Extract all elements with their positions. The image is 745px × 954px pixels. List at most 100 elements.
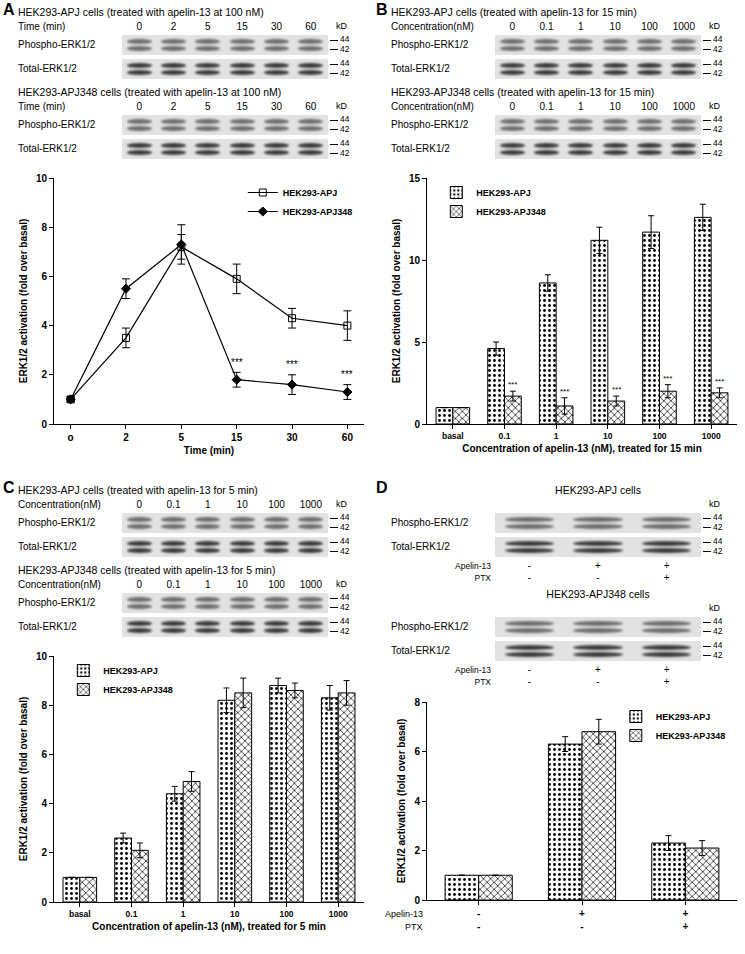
svg-text:100: 100 [279,909,293,919]
svg-text:***: *** [231,357,243,368]
svg-text:6: 6 [41,749,47,760]
html-text:Concentration(nM): Concentration(nM) [391,21,474,32]
html-text:60: 60 [305,21,317,32]
svg-text:15: 15 [409,173,421,184]
svg-text:10: 10 [603,431,613,441]
svg-text:HEK293-APJ348: HEK293-APJ348 [656,731,726,741]
html-text:Total-ERK1/2: Total-ERK1/2 [18,63,77,74]
svg-text:10: 10 [36,651,48,662]
svg-text:2: 2 [41,369,47,380]
html-text:0.1: 0.1 [539,21,554,32]
svg-text:2: 2 [414,845,420,856]
html-text:Phospho-ERK1/2: Phospho-ERK1/2 [391,39,469,50]
svg-text:PTX: PTX [405,922,423,932]
svg-text:0: 0 [41,897,47,908]
svg-text:4: 4 [41,798,47,809]
svg-text:HEK293-APJ: HEK293-APJ [656,712,711,722]
svg-text:***: *** [663,374,672,383]
svg-text:4: 4 [414,796,420,807]
html-text:30: 30 [270,21,283,32]
svg-text:0.1: 0.1 [126,909,138,919]
svg-text:1000: 1000 [329,909,348,919]
html-text:100: 100 [641,21,658,32]
html-text:HEK293-APJ348 cells: HEK293-APJ348 cells [546,588,650,600]
svg-text:10: 10 [409,255,421,266]
html-text:10: 10 [609,101,621,112]
svg-text:8: 8 [41,222,47,233]
html-text:Concentration(nM): Concentration(nM) [391,101,474,112]
html-text:HEK293-APJ348 cells (treated w: HEK293-APJ348 cells (treated with apelin… [18,86,282,98]
html-text:HEK293-APJ348 cells (treated w: HEK293-APJ348 cells (treated with apelin… [18,564,276,576]
svg-text:0: 0 [414,895,420,906]
html-text:B HEK293-APJ cells (treated wi: B HEK293-APJ cells (treated with apelin-… [376,1,637,18]
svg-text:1: 1 [554,431,559,441]
svg-text:+-: +- [579,908,585,932]
svg-text:0: 0 [414,419,420,430]
html-text:Total-ERK1/2: Total-ERK1/2 [18,143,77,154]
html-text:A HEK293-APJ cells (treated wi: A HEK293-APJ cells (treated with apelin-… [3,1,264,18]
svg-text:ERK1/2 activation (fold over b: ERK1/2 activation (fold over basal) [18,219,29,384]
html-text:10: 10 [609,21,621,32]
svg-text:basal: basal [442,431,464,441]
svg-text:6: 6 [414,746,420,757]
html-text:60: 60 [305,101,317,112]
svg-text:HEK293-APJ348: HEK293-APJ348 [103,685,173,695]
svg-text:***: *** [715,377,724,386]
svg-text:***: *** [612,385,621,394]
html-text:HEK293-APJ348 cells (treated w: HEK293-APJ348 cells (treated with apelin… [391,86,655,98]
html-text:HEK293-APJ cells: HEK293-APJ cells [555,484,641,496]
svg-text:***: *** [560,387,569,396]
html-text:D: D [376,479,388,496]
svg-text:8: 8 [41,700,47,711]
svg-text:Apelin-13: Apelin-13 [385,909,423,919]
html-text:15: 15 [236,101,248,112]
svg-text:1: 1 [181,909,186,919]
svg-text:8: 8 [414,697,420,708]
svg-text:2: 2 [123,432,129,443]
svg-text:5: 5 [179,432,185,443]
html-text:C HEK293-APJ cells (treated wi: C HEK293-APJ cells (treated with apelin-… [3,479,258,496]
svg-text:HEK293-APJ348: HEK293-APJ348 [283,207,353,217]
svg-text:HEK293-APJ348: HEK293-APJ348 [476,207,546,217]
svg-text:ERK1/2 activation (fold over b: ERK1/2 activation (fold over basal) [391,219,402,384]
svg-text:ERK1/2 activation (fold over b: ERK1/2 activation (fold over basal) [18,697,29,862]
svg-text:HEK293-APJ: HEK293-APJ [283,188,338,198]
svg-text:Concentration of apelin-13 (nM: Concentration of apelin-13 (nM), treated… [462,443,701,454]
svg-text:2: 2 [41,847,47,858]
html-text:15: 15 [236,21,248,32]
html-text:30: 30 [270,101,283,112]
svg-text:0.1: 0.1 [499,431,511,441]
svg-text:***: *** [286,359,298,370]
svg-text:10: 10 [230,909,240,919]
svg-text:15: 15 [231,432,243,443]
svg-text:HEK293-APJ: HEK293-APJ [103,666,158,676]
svg-text:4: 4 [41,320,47,331]
svg-text:60: 60 [342,432,354,443]
html-text:1000: 1000 [672,21,695,32]
svg-text:++: ++ [682,908,688,932]
html-text:Time (min): Time (min) [18,21,66,32]
svg-text:--: -- [477,908,480,932]
html-text:Total-ERK1/2: Total-ERK1/2 [391,63,450,74]
html-text:Phospho-ERK1/2: Phospho-ERK1/2 [18,39,96,50]
svg-text:5: 5 [414,337,420,348]
svg-text:0: 0 [41,419,47,430]
svg-text:Concentration of apelin-13 (nM: Concentration of apelin-13 (nM), treated… [92,921,326,932]
svg-text:100: 100 [652,431,666,441]
svg-text:HEK293-APJ: HEK293-APJ [476,188,531,198]
svg-text:Time (min): Time (min) [184,445,234,456]
html-text:Time (min): Time (min) [18,101,66,112]
html-text:1000: 1000 [672,101,695,112]
svg-text:10: 10 [36,173,48,184]
svg-text:o: o [68,432,74,443]
html-text:0.1: 0.1 [539,101,554,112]
html-text:Phospho-ERK1/2: Phospho-ERK1/2 [18,119,96,130]
svg-text:1000: 1000 [702,431,721,441]
svg-text:ERK1/2 activation (fold over b: ERK1/2 activation (fold over basal) [396,719,407,884]
svg-text:***: *** [341,369,353,380]
svg-text:30: 30 [286,432,298,443]
svg-text:basal: basal [69,909,91,919]
svg-text:6: 6 [41,271,47,282]
svg-text:***: *** [508,380,517,389]
html-text:100: 100 [641,101,658,112]
